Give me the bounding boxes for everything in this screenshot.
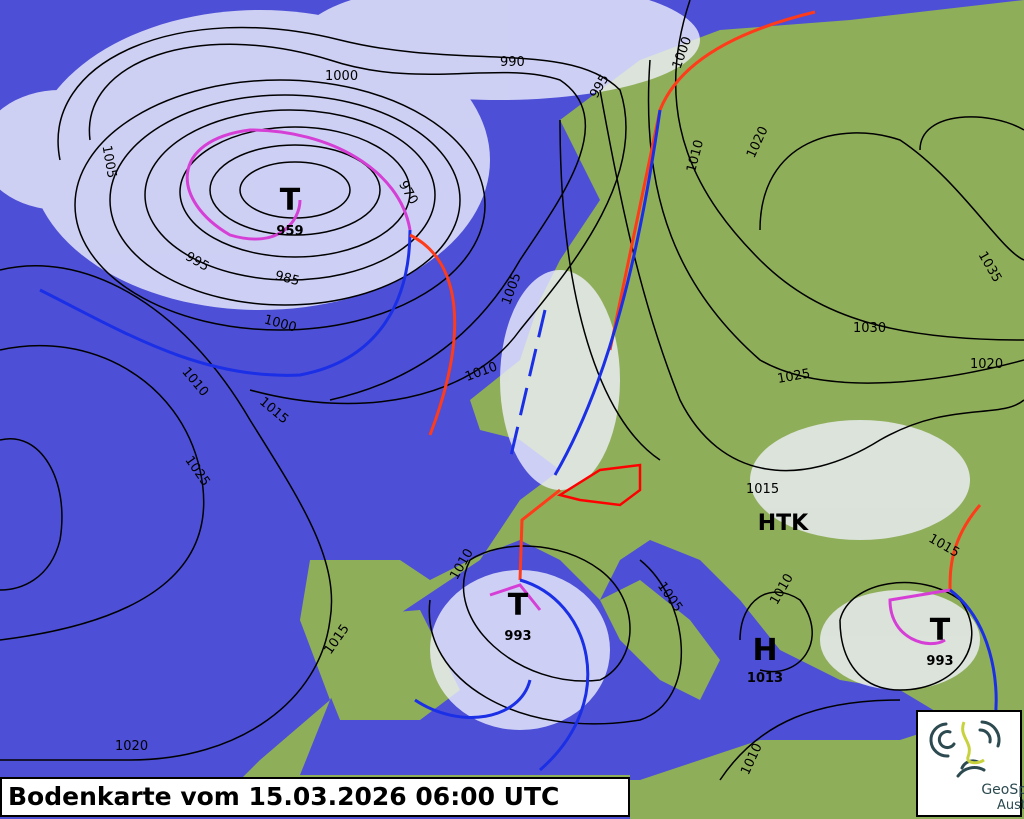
low-center-symbol: T bbox=[280, 183, 301, 218]
geosphere-logo: GeoSphere Austria bbox=[916, 710, 1024, 817]
isobar-label: 990 bbox=[500, 55, 525, 70]
warm-front bbox=[409, 233, 457, 436]
isobar-label: 985 bbox=[273, 268, 301, 289]
warm-front bbox=[518, 488, 561, 581]
low-center-value: 993 bbox=[926, 654, 953, 669]
pressure-centers: T 959 T 993 H 1013 T 993 HTK bbox=[276, 183, 953, 686]
isobar-label: 1025 bbox=[776, 366, 811, 387]
low-center-value: 993 bbox=[504, 629, 531, 644]
low-center-symbol: T bbox=[930, 613, 951, 648]
isobar-label: 1000 bbox=[325, 69, 358, 84]
isobar-label: 1005 bbox=[99, 144, 120, 179]
fronts bbox=[39, 10, 998, 772]
high-center-value: 1013 bbox=[747, 671, 783, 686]
isobar-label: 1000 bbox=[262, 313, 298, 336]
isobar-label: 1015 bbox=[746, 482, 779, 497]
isobar-label: 1020 bbox=[115, 739, 148, 754]
isobar-label: 1030 bbox=[853, 321, 886, 336]
cold-front bbox=[39, 229, 412, 377]
land-masses bbox=[240, 0, 1024, 819]
cold-front bbox=[519, 578, 590, 772]
isobars bbox=[0, 0, 1024, 781]
cold-front bbox=[508, 309, 547, 461]
cold-front bbox=[414, 679, 532, 719]
isobar-label: 1020 bbox=[970, 357, 1003, 372]
warm-front bbox=[608, 10, 816, 351]
map-caption: Bodenkarte vom 15.03.2026 06:00 UTC bbox=[0, 777, 630, 817]
low-center-value: 959 bbox=[276, 224, 303, 239]
htk-label: HTK bbox=[758, 511, 809, 536]
occlusion bbox=[185, 128, 412, 241]
warm-front bbox=[948, 504, 982, 591]
cold-front bbox=[949, 588, 998, 721]
cold-front bbox=[553, 109, 662, 476]
isobar-label: 1015 bbox=[256, 394, 291, 427]
isobar-label: 1025 bbox=[181, 453, 212, 489]
isobar-label: 1010 bbox=[178, 365, 211, 400]
logo-text: Austria bbox=[997, 798, 1024, 813]
low-center-symbol: T bbox=[508, 588, 529, 623]
logo-text: GeoSphere bbox=[981, 782, 1024, 798]
occlusion bbox=[489, 583, 542, 611]
high-center-symbol: H bbox=[752, 633, 777, 668]
austria-border bbox=[556, 463, 642, 507]
logo-mark-icon bbox=[929, 720, 1001, 778]
occlusion bbox=[888, 588, 951, 646]
